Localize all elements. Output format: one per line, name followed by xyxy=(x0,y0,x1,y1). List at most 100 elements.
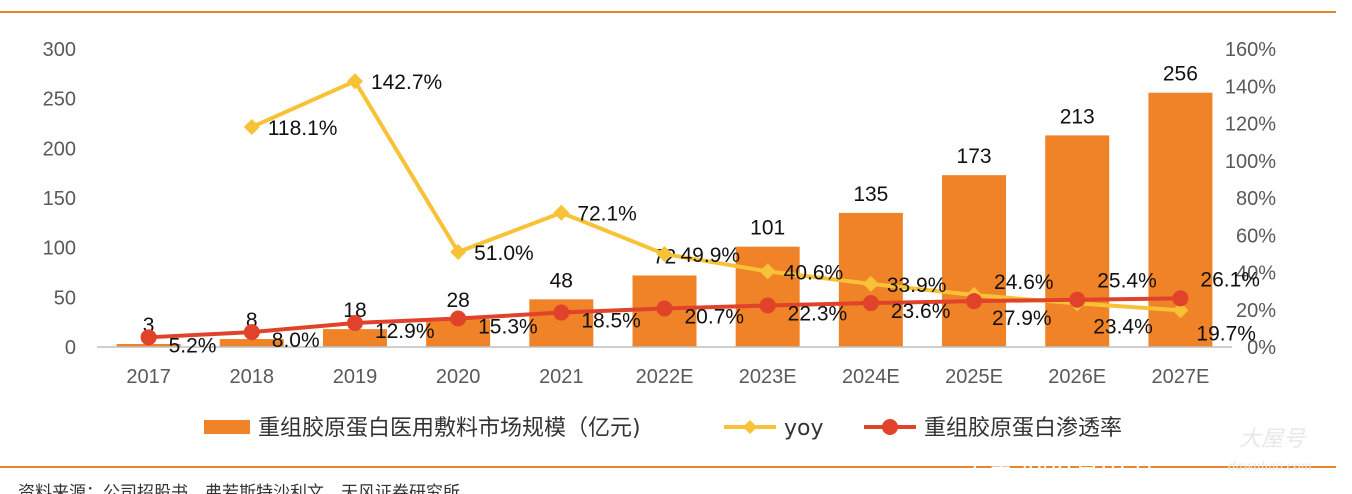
yoy-marker xyxy=(759,263,776,280)
legend-marker-yoy xyxy=(743,420,757,434)
penetration-value-label: 23.6% xyxy=(891,300,951,323)
line-data-labels: 118.1% 142.7% 51.0% 72.1% 49.9% 40.6% 33.9% 27.… xyxy=(169,71,1260,357)
legend-swatch-bar xyxy=(204,420,250,434)
watermark: 头条 @运青出书 大屋号 dawuhao.com xyxy=(962,427,1312,481)
legend-label-penetration: 重组胶原蛋白渗透率 xyxy=(924,416,1122,441)
line-series xyxy=(140,73,1189,346)
penetration-value-label: 24.6% xyxy=(994,271,1054,294)
x-tick-label: 2022E xyxy=(636,366,694,388)
yoy-value-label: 72.1% xyxy=(577,203,637,226)
y-right-tick-label: 100% xyxy=(1225,151,1276,173)
x-tick-label: 2017 xyxy=(126,366,171,388)
penetration-marker xyxy=(966,293,983,310)
x-tick-label: 2020 xyxy=(436,366,481,388)
x-tick-label: 2026E xyxy=(1048,366,1106,388)
yoy-value-label: 49.9% xyxy=(681,244,741,267)
yoy-marker xyxy=(553,204,570,221)
yoy-marker xyxy=(656,246,673,263)
x-tick-label: 2024E xyxy=(842,366,900,388)
yoy-value-label: 19.7% xyxy=(1196,322,1256,345)
penetration-marker xyxy=(243,324,260,341)
yoy-marker xyxy=(243,119,260,136)
y-left-tick-label: 200 xyxy=(43,138,76,160)
penetration-value-label: 25.4% xyxy=(1097,270,1157,293)
penetration-marker xyxy=(346,314,363,331)
x-tick-label: 2021 xyxy=(539,366,584,388)
penetration-marker xyxy=(656,300,673,317)
bar-value-label: 8 xyxy=(246,309,258,332)
watermark-site: dawuhao.com xyxy=(1228,459,1312,473)
bar xyxy=(942,175,1007,347)
bar-value-label: 135 xyxy=(853,183,888,206)
penetration-value-label: 22.3% xyxy=(788,302,848,325)
yoy-value-label: 27.9% xyxy=(992,307,1052,330)
yoy-value-label: 23.4% xyxy=(1093,315,1153,338)
yoy-value-label: 142.7% xyxy=(371,71,442,94)
y-left-tick-label: 100 xyxy=(43,238,76,260)
penetration-value-label: 26.1% xyxy=(1200,268,1260,291)
yoy-marker xyxy=(346,73,363,90)
x-tick-label: 2027E xyxy=(1151,366,1209,388)
penetration-marker xyxy=(553,304,570,321)
y-left-tick-label: 250 xyxy=(43,89,76,111)
y-right-tick-label: 80% xyxy=(1236,188,1276,210)
y-right-tick-label: 140% xyxy=(1225,76,1276,98)
penetration-value-label: 18.5% xyxy=(581,310,641,333)
left-axis-ticks: 0 50 100 150 200 250 300 xyxy=(43,39,76,359)
source-note: 资料来源：公司招股书，弗若斯特沙利文，天风证券研究所 xyxy=(18,483,460,494)
penetration-value-label: 5.2% xyxy=(169,334,217,357)
penetration-marker xyxy=(140,329,157,346)
yoy-value-label: 33.9% xyxy=(887,274,947,297)
yoy-value-label: 118.1% xyxy=(268,117,338,140)
bar xyxy=(1045,135,1110,347)
x-tick-label: 2025E xyxy=(945,366,1003,388)
y-left-tick-label: 50 xyxy=(54,287,76,309)
legend-marker-penetration xyxy=(882,419,898,435)
y-right-tick-label: 20% xyxy=(1236,300,1276,322)
right-axis-ticks: 0% 20% 40% 60% 80% 100% 120% 140% 160% xyxy=(1225,39,1276,359)
bar-value-label: 48 xyxy=(550,269,573,292)
watermark-brand: 大屋号 xyxy=(1239,427,1306,452)
y-right-tick-label: 120% xyxy=(1225,114,1276,136)
bar-value-label: 28 xyxy=(446,289,469,312)
legend-label-yoy: yoy xyxy=(784,416,824,441)
penetration-value-label: 12.9% xyxy=(375,320,435,343)
penetration-marker xyxy=(450,310,467,327)
watermark-text: 头条 @运青出书 xyxy=(962,451,1152,481)
y-right-tick-label: 160% xyxy=(1225,39,1276,61)
bar xyxy=(116,344,181,347)
y-left-tick-label: 0 xyxy=(65,337,76,359)
bar xyxy=(322,329,387,347)
yoy-marker xyxy=(862,275,879,292)
y-left-tick-label: 300 xyxy=(43,39,76,61)
bar-value-label: 3 xyxy=(143,314,155,337)
bar-value-label: 173 xyxy=(957,145,992,168)
penetration-value-label: 8.0% xyxy=(272,329,320,352)
bar-value-label: 256 xyxy=(1163,63,1198,86)
y-left-tick-label: 150 xyxy=(43,188,76,210)
penetration-marker xyxy=(1172,290,1189,307)
x-tick-label: 2023E xyxy=(739,366,797,388)
y-right-tick-label: 40% xyxy=(1236,263,1276,285)
yoy-value-label: 51.0% xyxy=(474,242,534,265)
x-axis-ticks: 2017 2018 2019 2020 2021 2022E 2023E 2024E 2025E… xyxy=(126,366,1209,388)
y-right-tick-label: 60% xyxy=(1236,225,1276,247)
penetration-marker xyxy=(759,297,776,314)
penetration-marker xyxy=(862,295,879,312)
bar-value-label: 213 xyxy=(1060,105,1095,128)
bar-value-label: 18 xyxy=(343,299,366,322)
yoy-marker xyxy=(1172,302,1189,319)
legend: 重组胶原蛋白医用敷料市场规模（亿元) yoy 重组胶原蛋白渗透率 xyxy=(204,416,1122,441)
legend-label-bar: 重组胶原蛋白医用敷料市场规模（亿元) xyxy=(258,416,641,441)
yoy-value-label: 40.6% xyxy=(784,261,844,284)
y-right-tick-label: 0% xyxy=(1247,337,1276,359)
x-tick-label: 2019 xyxy=(333,366,378,388)
yoy-marker xyxy=(450,244,467,261)
penetration-value-label: 20.7% xyxy=(685,305,745,328)
penetration-value-label: 15.3% xyxy=(478,316,538,339)
x-tick-label: 2018 xyxy=(230,366,275,388)
bar xyxy=(219,339,284,347)
penetration-marker xyxy=(1069,291,1086,308)
bar-value-label: 101 xyxy=(750,217,785,240)
